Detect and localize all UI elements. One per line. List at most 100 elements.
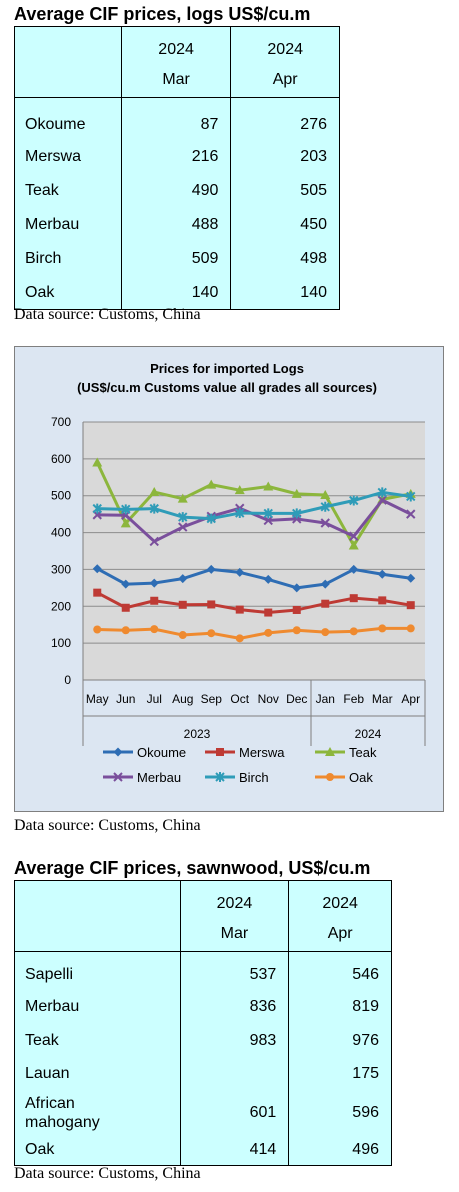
table-row: Oak 414 496 bbox=[14, 1135, 392, 1166]
data-point-merbau bbox=[149, 536, 159, 547]
column-month: Apr bbox=[230, 62, 340, 98]
species-cell: Lauan bbox=[14, 1057, 181, 1090]
legend-label-oak: Oak bbox=[349, 770, 373, 785]
data-point-merbau bbox=[349, 531, 359, 541]
legend-label-teak: Teak bbox=[349, 745, 377, 760]
value-cell: 836 bbox=[179, 989, 290, 1024]
value-cell: 976 bbox=[288, 1023, 392, 1058]
legend-label-birch: Birch bbox=[239, 770, 269, 785]
data-point-birch bbox=[292, 508, 302, 519]
data-point-oak bbox=[178, 631, 187, 640]
x-tick-label: Jun bbox=[116, 692, 135, 706]
data-point-merswa bbox=[207, 600, 216, 609]
value-cell: 509 bbox=[120, 241, 232, 277]
value-cell: 496 bbox=[288, 1135, 392, 1166]
data-point-teak bbox=[206, 479, 217, 489]
value-cell: 983 bbox=[179, 1023, 290, 1058]
log-prices-chart-svg: Prices for imported Logs (US$/cu.m Custo… bbox=[51, 361, 426, 785]
data-point-okoume bbox=[178, 574, 188, 584]
value-cell: 175 bbox=[288, 1057, 392, 1090]
data-point-merswa bbox=[292, 605, 301, 614]
data-point-okoume bbox=[263, 574, 273, 584]
table-header-row: 2024 2024 bbox=[14, 26, 340, 63]
table-row: Teak 490 505 bbox=[14, 173, 340, 208]
series-line-oak bbox=[97, 626, 411, 640]
data-point-okoume bbox=[92, 564, 102, 574]
table-row: Merswa 216 203 bbox=[14, 139, 340, 174]
table-row: African mahogany 601 596 bbox=[14, 1089, 392, 1136]
data-point-merbau bbox=[178, 522, 188, 532]
data-point-birch bbox=[349, 495, 359, 506]
data-point-birch bbox=[263, 508, 273, 519]
value-cell: 203 bbox=[230, 139, 340, 174]
chart-title: Prices for imported Logs bbox=[150, 361, 304, 376]
data-point-merbau bbox=[263, 515, 273, 526]
data-point-merswa bbox=[150, 596, 159, 605]
series-line-birch bbox=[97, 490, 411, 521]
data-point-merswa bbox=[178, 600, 187, 609]
column-month: Apr bbox=[288, 916, 392, 952]
data-point-oak bbox=[235, 634, 244, 643]
value-cell: 819 bbox=[288, 989, 392, 1024]
data-point-okoume bbox=[149, 578, 159, 588]
x-tick-label: Apr bbox=[401, 692, 420, 706]
value-cell: 546 bbox=[288, 951, 392, 990]
table-header-row: 2024 2024 bbox=[14, 880, 392, 917]
y-tick-label: 100 bbox=[51, 636, 71, 650]
species-name-line: African bbox=[25, 1094, 75, 1112]
species-cell: Oak bbox=[14, 1135, 181, 1166]
data-point-okoume bbox=[292, 583, 302, 593]
table-row: Merbau 488 450 bbox=[14, 207, 340, 242]
legend-label-merswa: Merswa bbox=[239, 745, 285, 760]
data-point-teak bbox=[234, 485, 245, 495]
data-point-oak bbox=[93, 625, 102, 634]
data-point-oak bbox=[321, 628, 330, 637]
species-name-line: mahogany bbox=[25, 1113, 100, 1131]
table-header-row: Mar Apr bbox=[14, 916, 392, 952]
y-tick-label: 700 bbox=[51, 415, 71, 429]
x-tick-label: Aug bbox=[172, 692, 193, 706]
species-cell: Birch bbox=[14, 241, 122, 277]
data-point-oak bbox=[264, 628, 273, 637]
data-point-okoume bbox=[206, 564, 216, 574]
column-year: 2024 bbox=[120, 26, 232, 63]
value-cell: 488 bbox=[120, 207, 232, 242]
legend-marker-okoume bbox=[113, 747, 123, 757]
y-tick-label: 200 bbox=[51, 599, 71, 613]
data-point-birch bbox=[206, 513, 216, 524]
value-cell: 596 bbox=[288, 1089, 392, 1136]
legend-label-okoume: Okoume bbox=[137, 745, 186, 760]
data-point-birch bbox=[406, 491, 416, 502]
legend-label-merbau: Merbau bbox=[137, 770, 181, 785]
x-tick-label: Oct bbox=[230, 692, 249, 706]
data-point-teak bbox=[120, 518, 131, 528]
x-tick-label: Jul bbox=[147, 692, 162, 706]
column-year: 2024 bbox=[230, 26, 340, 63]
data-point-teak bbox=[291, 488, 302, 498]
table-row: Birch 509 498 bbox=[14, 241, 340, 277]
column-year: 2024 bbox=[288, 880, 392, 917]
value-cell: 140 bbox=[230, 276, 340, 310]
y-tick-label: 600 bbox=[51, 452, 71, 466]
sawnwood-price-table: 2024 2024 Mar Apr Sapelli 537 546 Merbau… bbox=[14, 880, 392, 1166]
table-row: Merbau 836 819 bbox=[14, 989, 392, 1024]
value-cell: 276 bbox=[230, 97, 340, 140]
x-tick-label: Mar bbox=[372, 692, 393, 706]
data-point-merswa bbox=[264, 608, 273, 617]
value-cell: 498 bbox=[230, 241, 340, 277]
data-point-birch bbox=[235, 508, 245, 519]
series-line-okoume bbox=[96, 567, 411, 590]
species-cell: Oak bbox=[14, 276, 122, 310]
logs-price-table: 2024 2024 Mar Apr Okoume 87 276 Merswa 2… bbox=[14, 26, 340, 310]
legend-marker-oak bbox=[326, 773, 334, 781]
x-tick-label: Feb bbox=[343, 692, 364, 706]
data-point-birch bbox=[320, 501, 330, 512]
y-tick-label: 300 bbox=[51, 562, 71, 576]
value-cell: 450 bbox=[230, 207, 340, 242]
data-point-teak bbox=[263, 481, 274, 491]
value-cell: 216 bbox=[120, 139, 232, 174]
data-point-teak bbox=[348, 540, 359, 550]
table-row: Teak 983 976 bbox=[14, 1023, 392, 1058]
data-point-oak bbox=[121, 626, 130, 635]
series-line-merswa bbox=[96, 591, 411, 615]
